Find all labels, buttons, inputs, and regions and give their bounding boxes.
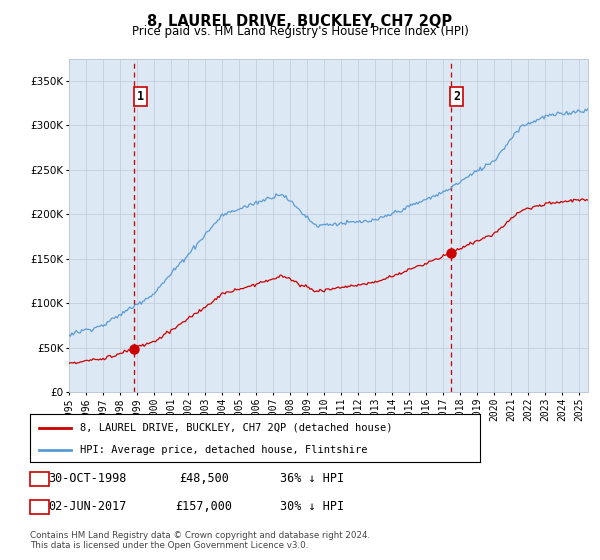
Text: 8, LAUREL DRIVE, BUCKLEY, CH7 2QP: 8, LAUREL DRIVE, BUCKLEY, CH7 2QP	[148, 14, 452, 29]
Text: 1: 1	[137, 90, 144, 103]
Text: £157,000: £157,000	[176, 500, 233, 514]
Text: £48,500: £48,500	[179, 472, 229, 486]
Text: 36% ↓ HPI: 36% ↓ HPI	[280, 472, 344, 486]
Text: Price paid vs. HM Land Registry's House Price Index (HPI): Price paid vs. HM Land Registry's House …	[131, 25, 469, 38]
Text: Contains HM Land Registry data © Crown copyright and database right 2024.
This d: Contains HM Land Registry data © Crown c…	[30, 531, 370, 550]
Text: 2: 2	[453, 90, 460, 103]
Text: 02-JUN-2017: 02-JUN-2017	[48, 500, 126, 514]
Text: 2: 2	[36, 502, 43, 512]
Text: HPI: Average price, detached house, Flintshire: HPI: Average price, detached house, Flin…	[79, 445, 367, 455]
Text: 30% ↓ HPI: 30% ↓ HPI	[280, 500, 344, 514]
Text: 8, LAUREL DRIVE, BUCKLEY, CH7 2QP (detached house): 8, LAUREL DRIVE, BUCKLEY, CH7 2QP (detac…	[79, 423, 392, 433]
Text: 1: 1	[36, 474, 43, 484]
Text: 30-OCT-1998: 30-OCT-1998	[48, 472, 126, 486]
